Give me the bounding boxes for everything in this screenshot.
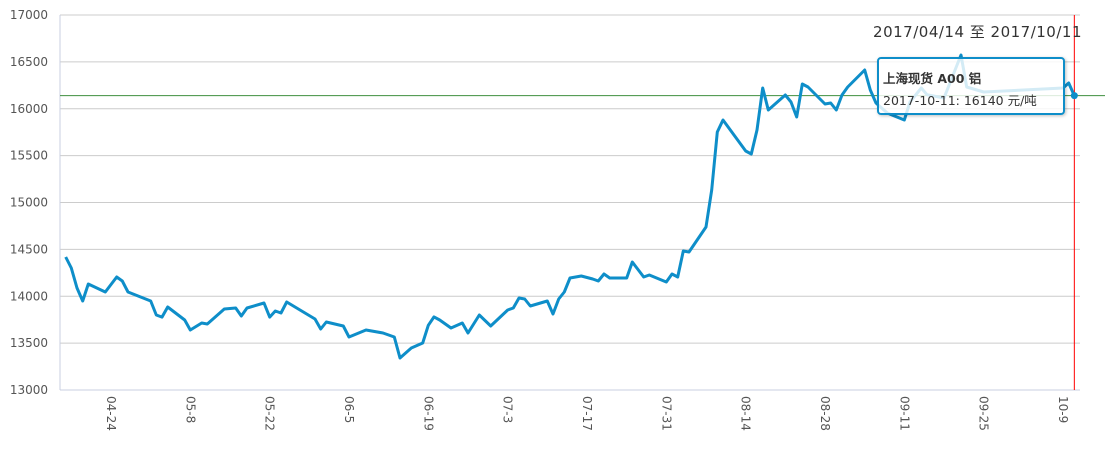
tooltip-title: 上海现货 A00 铝: [883, 71, 982, 86]
x-tick-label: 08-14: [739, 396, 753, 431]
y-tick-label: 14000: [10, 289, 48, 303]
y-tick-label: 14500: [10, 242, 48, 256]
x-tick-label: 10-9: [1056, 396, 1070, 423]
data-point-marker: [1070, 92, 1078, 100]
tooltip: 上海现货 A00 铝 2017-10-11: 16140 元/吨: [877, 57, 1065, 115]
x-tick-label: 08-28: [818, 396, 832, 431]
x-tick-label: 09-11: [897, 396, 911, 431]
tooltip-value: 2017-10-11: 16140 元/吨: [883, 93, 1037, 108]
y-tick-label: 15500: [10, 149, 48, 163]
x-tick-label: 04-24: [104, 396, 118, 431]
x-tick-label: 07-31: [659, 396, 673, 431]
y-tick-label: 15000: [10, 196, 48, 210]
y-tick-label: 13500: [10, 336, 48, 350]
date-range-label: 2017/04/14 至 2017/10/11: [873, 23, 1082, 41]
x-tick-label: 05-22: [263, 396, 277, 431]
series-line: [64, 53, 1076, 360]
y-tick-label: 13000: [10, 383, 48, 397]
x-tick-label: 06-5: [342, 396, 356, 423]
x-tick-label: 06-19: [421, 396, 435, 431]
x-tick-label: 07-17: [580, 396, 594, 431]
y-tick-label: 16000: [10, 102, 48, 116]
y-tick-label: 16500: [10, 55, 48, 69]
x-tick-label: 09-25: [977, 396, 991, 431]
x-tick-label: 05-8: [183, 396, 197, 423]
y-tick-label: 17000: [10, 8, 48, 22]
x-tick-label: 07-3: [501, 396, 515, 423]
